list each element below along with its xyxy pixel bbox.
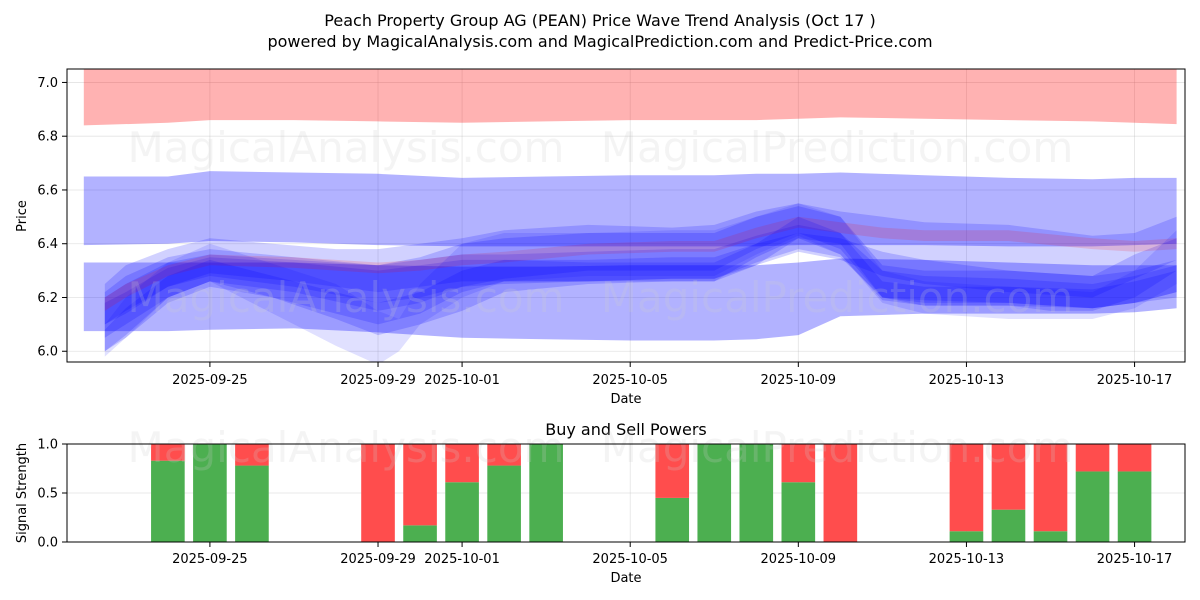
buy-bar (403, 525, 437, 542)
sell-bar (1117, 444, 1152, 472)
price-ytick-label: 6.2 (37, 291, 58, 306)
signal-xtick-label: 2025-10-09 (761, 552, 837, 567)
price-xtick-label: 2025-10-09 (761, 373, 837, 388)
signal-xtick-label: 2025-10-05 (592, 552, 668, 567)
buy-bar (1117, 471, 1152, 542)
price-xtick-label: 2025-10-17 (1097, 373, 1173, 388)
buy-bar (949, 531, 984, 542)
price-wave-panel: MagicalAnalysis.com MagicalPrediction.co… (15, 68, 1186, 407)
sell-bar (991, 444, 1026, 510)
price-ytick-label: 6.0 (37, 345, 58, 360)
price-band-blue-5 (104, 224, 1177, 325)
buy-bar (445, 482, 479, 542)
signal-xlabel: Date (610, 571, 641, 586)
sell-bar (487, 444, 521, 466)
signal-ylabel: Signal Strength (15, 443, 30, 543)
buy-bar (1033, 531, 1068, 542)
signal-xtick-label: 2025-09-29 (340, 552, 416, 567)
signal-ytick-label: 0.0 (37, 536, 58, 551)
buy-bar (697, 444, 732, 542)
sell-bar (949, 444, 984, 532)
price-band-blue-6 (104, 233, 1177, 325)
buy-bar (529, 444, 563, 542)
buy-sell-panel: Buy and Sell Powers MagicalAnalysis.com … (15, 420, 1186, 586)
sell-bar (823, 444, 858, 542)
price-band-blue-1 (83, 171, 1177, 247)
price-ytick-label: 6.4 (37, 237, 58, 252)
sell-bar (1033, 444, 1068, 532)
signal-xtick-label: 2025-10-01 (424, 552, 500, 567)
price-ytick-label: 6.8 (37, 130, 58, 145)
chart-title: Peach Property Group AG (PEAN) Price Wav… (324, 11, 875, 30)
buy-bar (991, 509, 1026, 542)
price-band-blue-8 (104, 203, 1177, 362)
buy-bar (781, 482, 816, 542)
price-band-blue-2 (83, 258, 1177, 341)
sell-bar (1075, 444, 1110, 472)
price-xtick-label: 2025-10-05 (592, 373, 668, 388)
watermark-prediction-top: MagicalPrediction.com (601, 123, 1074, 172)
sell-bar (361, 444, 395, 542)
signal-xtick-label: 2025-10-17 (1097, 552, 1173, 567)
signal-xtick-label: 2025-09-25 (172, 552, 248, 567)
price-band-red-7 (104, 216, 1177, 311)
buy-sell-title: Buy and Sell Powers (545, 420, 707, 439)
signal-axes: 2025-09-25 2025-09-29 2025-10-01 2025-10-05… (37, 438, 1172, 568)
sell-bar (655, 444, 690, 498)
sell-bar (235, 444, 269, 466)
watermark-prediction-bottom: MagicalPrediction.com (601, 423, 1074, 472)
watermark-analysis-mid: MagicalAnalysis.com (128, 273, 565, 322)
price-plot-frame (66, 68, 1186, 363)
price-xtick-label: 2025-10-13 (929, 373, 1005, 388)
price-ylabel: Price (15, 200, 30, 232)
price-band-blue-3 (104, 203, 1177, 352)
price-ytick-label: 7.0 (37, 76, 58, 91)
price-xtick-label: 2025-09-25 (172, 373, 248, 388)
sell-bar (781, 444, 816, 483)
signal-ytick-label: 1.0 (37, 438, 58, 453)
signal-xtick-label: 2025-10-13 (929, 552, 1005, 567)
price-band-blue-9 (104, 216, 1177, 352)
price-axes: 2025-09-25 2025-09-29 2025-10-01 2025-10-05… (37, 76, 1172, 388)
buy-bar (655, 497, 690, 542)
sell-bar (151, 444, 185, 461)
signal-bars (151, 444, 1152, 542)
signal-ytick-label: 0.5 (37, 487, 58, 502)
price-grid (67, 69, 1185, 362)
price-xtick-label: 2025-09-29 (340, 373, 416, 388)
buy-bar (235, 465, 269, 542)
chart-subtitle: powered by MagicalAnalysis.com and Magic… (267, 32, 932, 51)
price-ytick-label: 6.6 (37, 183, 58, 198)
watermark-analysis-top: MagicalAnalysis.com (128, 123, 565, 172)
buy-bar (739, 444, 774, 542)
buy-bar (1075, 471, 1110, 542)
price-band-blue-4 (104, 206, 1177, 338)
buy-bar (487, 465, 521, 542)
sell-bar (403, 444, 437, 526)
signal-plot-frame (66, 443, 1186, 543)
price-xlabel: Date (610, 392, 641, 407)
buy-bar (193, 444, 227, 542)
price-bands (83, 69, 1177, 362)
price-xtick-label: 2025-10-01 (424, 373, 500, 388)
sell-bar (445, 444, 479, 483)
watermark-prediction-mid: MagicalPrediction.com (601, 273, 1074, 322)
buy-bar (151, 460, 185, 542)
price-band-red-0 (83, 69, 1177, 126)
watermark-analysis-bottom: MagicalAnalysis.com (128, 423, 565, 472)
